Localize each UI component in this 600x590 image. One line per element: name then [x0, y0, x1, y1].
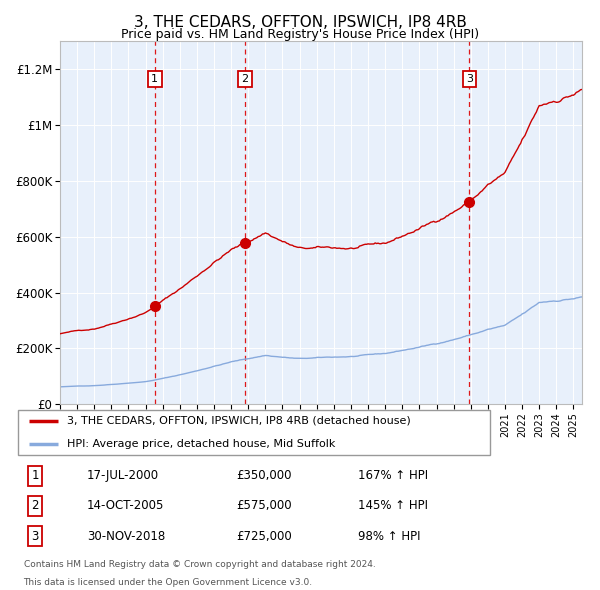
Text: HPI: Average price, detached house, Mid Suffolk: HPI: Average price, detached house, Mid … — [67, 439, 335, 449]
Text: 2: 2 — [241, 74, 248, 84]
FancyBboxPatch shape — [18, 409, 490, 455]
Text: 145% ↑ HPI: 145% ↑ HPI — [358, 499, 428, 513]
Text: 1: 1 — [151, 74, 158, 84]
Text: 2: 2 — [31, 499, 39, 513]
Text: Price paid vs. HM Land Registry's House Price Index (HPI): Price paid vs. HM Land Registry's House … — [121, 28, 479, 41]
Text: This data is licensed under the Open Government Licence v3.0.: This data is licensed under the Open Gov… — [23, 578, 313, 587]
Text: £575,000: £575,000 — [236, 499, 292, 513]
Text: 30-NOV-2018: 30-NOV-2018 — [87, 530, 165, 543]
Text: 17-JUL-2000: 17-JUL-2000 — [87, 469, 159, 482]
Text: 167% ↑ HPI: 167% ↑ HPI — [358, 469, 428, 482]
Text: 3, THE CEDARS, OFFTON, IPSWICH, IP8 4RB: 3, THE CEDARS, OFFTON, IPSWICH, IP8 4RB — [134, 15, 466, 30]
Text: Contains HM Land Registry data © Crown copyright and database right 2024.: Contains HM Land Registry data © Crown c… — [23, 560, 375, 569]
Text: 1: 1 — [31, 469, 39, 482]
Text: 3: 3 — [466, 74, 473, 84]
Text: £350,000: £350,000 — [236, 469, 292, 482]
Text: 3, THE CEDARS, OFFTON, IPSWICH, IP8 4RB (detached house): 3, THE CEDARS, OFFTON, IPSWICH, IP8 4RB … — [67, 415, 410, 425]
Text: 14-OCT-2005: 14-OCT-2005 — [87, 499, 164, 513]
Text: 98% ↑ HPI: 98% ↑ HPI — [358, 530, 420, 543]
Text: £725,000: £725,000 — [236, 530, 292, 543]
Text: 3: 3 — [31, 530, 39, 543]
